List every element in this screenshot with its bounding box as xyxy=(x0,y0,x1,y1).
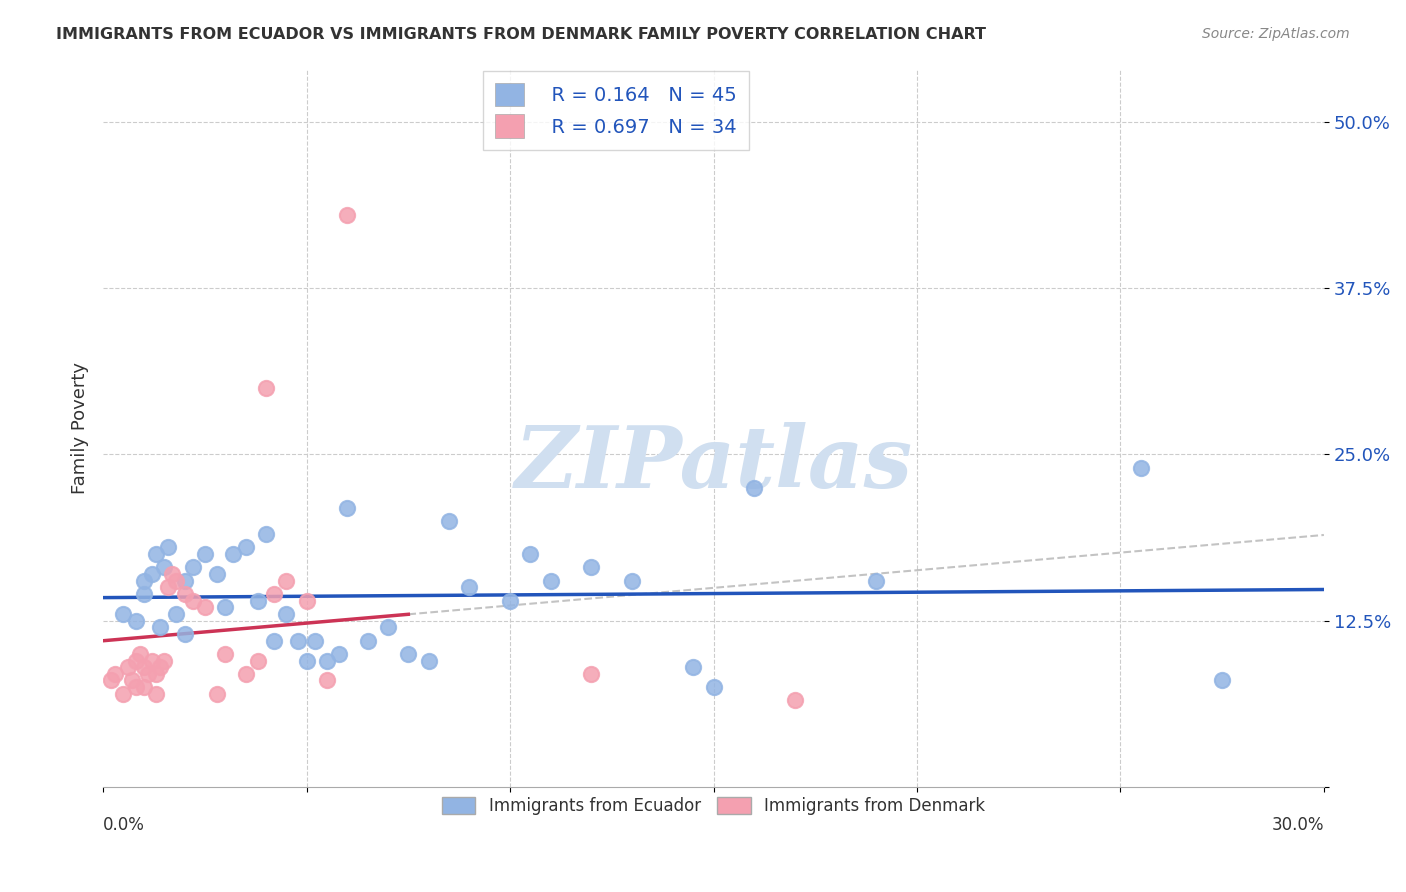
Point xyxy=(104,666,127,681)
Point xyxy=(205,567,228,582)
Point xyxy=(396,647,419,661)
Point xyxy=(254,381,277,395)
Y-axis label: Family Poverty: Family Poverty xyxy=(72,362,89,494)
Point xyxy=(145,666,167,681)
Point xyxy=(222,547,245,561)
Point xyxy=(121,673,143,688)
Point xyxy=(540,574,562,588)
Point xyxy=(100,673,122,688)
Point xyxy=(205,687,228,701)
Point xyxy=(141,654,163,668)
Point xyxy=(112,607,135,621)
Point xyxy=(194,547,217,561)
Point xyxy=(304,633,326,648)
Point xyxy=(214,647,236,661)
Point xyxy=(377,620,399,634)
Point xyxy=(865,574,887,588)
Point xyxy=(112,687,135,701)
Point xyxy=(263,633,285,648)
Point xyxy=(783,693,806,707)
Text: IMMIGRANTS FROM ECUADOR VS IMMIGRANTS FROM DENMARK FAMILY POVERTY CORRELATION CH: IMMIGRANTS FROM ECUADOR VS IMMIGRANTS FR… xyxy=(56,27,986,42)
Point xyxy=(1129,460,1152,475)
Point xyxy=(295,654,318,668)
Point xyxy=(136,666,159,681)
Point xyxy=(157,541,180,555)
Point xyxy=(125,654,148,668)
Point xyxy=(246,654,269,668)
Point xyxy=(235,541,257,555)
Point xyxy=(276,574,298,588)
Point xyxy=(194,600,217,615)
Point xyxy=(117,660,139,674)
Legend: Immigrants from Ecuador, Immigrants from Denmark: Immigrants from Ecuador, Immigrants from… xyxy=(436,790,991,822)
Point xyxy=(499,593,522,607)
Point xyxy=(458,580,481,594)
Point xyxy=(132,680,155,694)
Point xyxy=(276,607,298,621)
Point xyxy=(235,666,257,681)
Point xyxy=(128,647,150,661)
Point xyxy=(519,547,541,561)
Point xyxy=(1211,673,1233,688)
Point xyxy=(581,560,603,574)
Point xyxy=(162,567,184,582)
Point xyxy=(165,574,187,588)
Point xyxy=(132,574,155,588)
Point xyxy=(149,660,172,674)
Point xyxy=(254,527,277,541)
Text: Source: ZipAtlas.com: Source: ZipAtlas.com xyxy=(1202,27,1350,41)
Point xyxy=(356,633,378,648)
Point xyxy=(125,614,148,628)
Point xyxy=(132,587,155,601)
Point xyxy=(437,514,460,528)
Point xyxy=(418,654,440,668)
Text: 30.0%: 30.0% xyxy=(1271,815,1324,834)
Point xyxy=(336,208,359,222)
Text: ZIPatlas: ZIPatlas xyxy=(515,422,912,506)
Point xyxy=(702,680,724,694)
Point xyxy=(125,680,148,694)
Point xyxy=(173,587,195,601)
Point xyxy=(149,620,172,634)
Point xyxy=(581,666,603,681)
Point xyxy=(328,647,350,661)
Point xyxy=(214,600,236,615)
Point xyxy=(153,560,176,574)
Point xyxy=(742,481,765,495)
Point xyxy=(165,607,187,621)
Point xyxy=(181,560,204,574)
Point xyxy=(141,567,163,582)
Point xyxy=(287,633,309,648)
Point xyxy=(682,660,704,674)
Point xyxy=(316,654,339,668)
Point xyxy=(295,593,318,607)
Point xyxy=(173,627,195,641)
Point xyxy=(316,673,339,688)
Point xyxy=(145,687,167,701)
Point xyxy=(145,547,167,561)
Point xyxy=(263,587,285,601)
Point xyxy=(336,500,359,515)
Point xyxy=(157,580,180,594)
Point xyxy=(153,654,176,668)
Point xyxy=(246,593,269,607)
Text: 0.0%: 0.0% xyxy=(103,815,145,834)
Point xyxy=(621,574,644,588)
Point xyxy=(181,593,204,607)
Point xyxy=(173,574,195,588)
Point xyxy=(132,660,155,674)
